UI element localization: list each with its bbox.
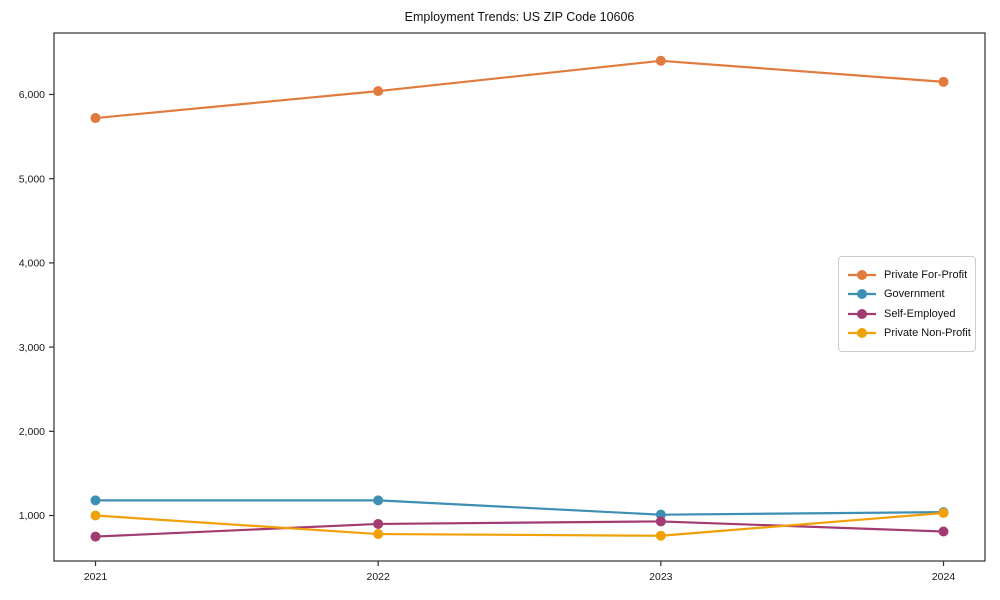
x-tick-label: 2022 bbox=[366, 571, 390, 583]
series-point bbox=[938, 526, 949, 537]
legend-marker-icon bbox=[848, 269, 876, 280]
y-tick-label: 4,000 bbox=[19, 258, 45, 270]
series-point bbox=[938, 76, 949, 87]
legend-dot bbox=[857, 289, 867, 299]
legend-item: Private Non-Profit bbox=[847, 324, 971, 342]
legend-item: Private For-Profit bbox=[847, 266, 967, 284]
y-tick-label: 1,000 bbox=[19, 510, 45, 522]
y-tick-label: 5,000 bbox=[19, 173, 45, 185]
y-tick-label: 6,000 bbox=[19, 89, 45, 101]
legend-dot bbox=[857, 269, 867, 280]
plot-frame bbox=[53, 32, 986, 562]
series-line bbox=[94, 511, 945, 537]
series-point bbox=[90, 531, 101, 542]
series-point bbox=[655, 530, 666, 541]
series-point bbox=[655, 55, 666, 66]
x-tick-label: 2024 bbox=[932, 571, 956, 583]
legend-item-label: Private Non-Profit bbox=[884, 327, 971, 339]
legend-item-label: Government bbox=[884, 288, 945, 300]
legend-item: Self-Employed bbox=[847, 305, 967, 323]
series-point bbox=[90, 510, 101, 521]
legend-marker-icon bbox=[848, 289, 876, 299]
legend-marker-icon bbox=[848, 308, 876, 319]
series-point bbox=[655, 516, 666, 527]
series-point bbox=[90, 495, 101, 506]
series-point bbox=[373, 518, 384, 529]
legend-marker-icon bbox=[848, 328, 876, 338]
legend-item-label: Private For-Profit bbox=[884, 268, 968, 281]
series-point bbox=[373, 86, 384, 97]
series-line bbox=[94, 499, 945, 516]
y-tick-label: 3,000 bbox=[19, 342, 45, 354]
legend: Private For-Profit Government Self-Employe… bbox=[838, 256, 976, 352]
legend-item-label: Self-Employed bbox=[884, 307, 956, 320]
series-point bbox=[373, 529, 384, 540]
series-point bbox=[90, 113, 101, 124]
series-line bbox=[94, 59, 945, 120]
y-tick-label: 2,000 bbox=[19, 426, 45, 438]
legend-dot bbox=[857, 308, 867, 319]
legend-item: Government bbox=[847, 285, 967, 303]
series-point bbox=[373, 495, 384, 506]
series-point bbox=[938, 508, 949, 518]
series-line bbox=[94, 520, 945, 538]
x-tick-label: 2021 bbox=[84, 571, 108, 583]
chart-title: Employment Trends: US ZIP Code 10606 bbox=[404, 10, 635, 24]
x-tick-label: 2023 bbox=[649, 571, 673, 583]
legend-dot bbox=[857, 328, 867, 338]
